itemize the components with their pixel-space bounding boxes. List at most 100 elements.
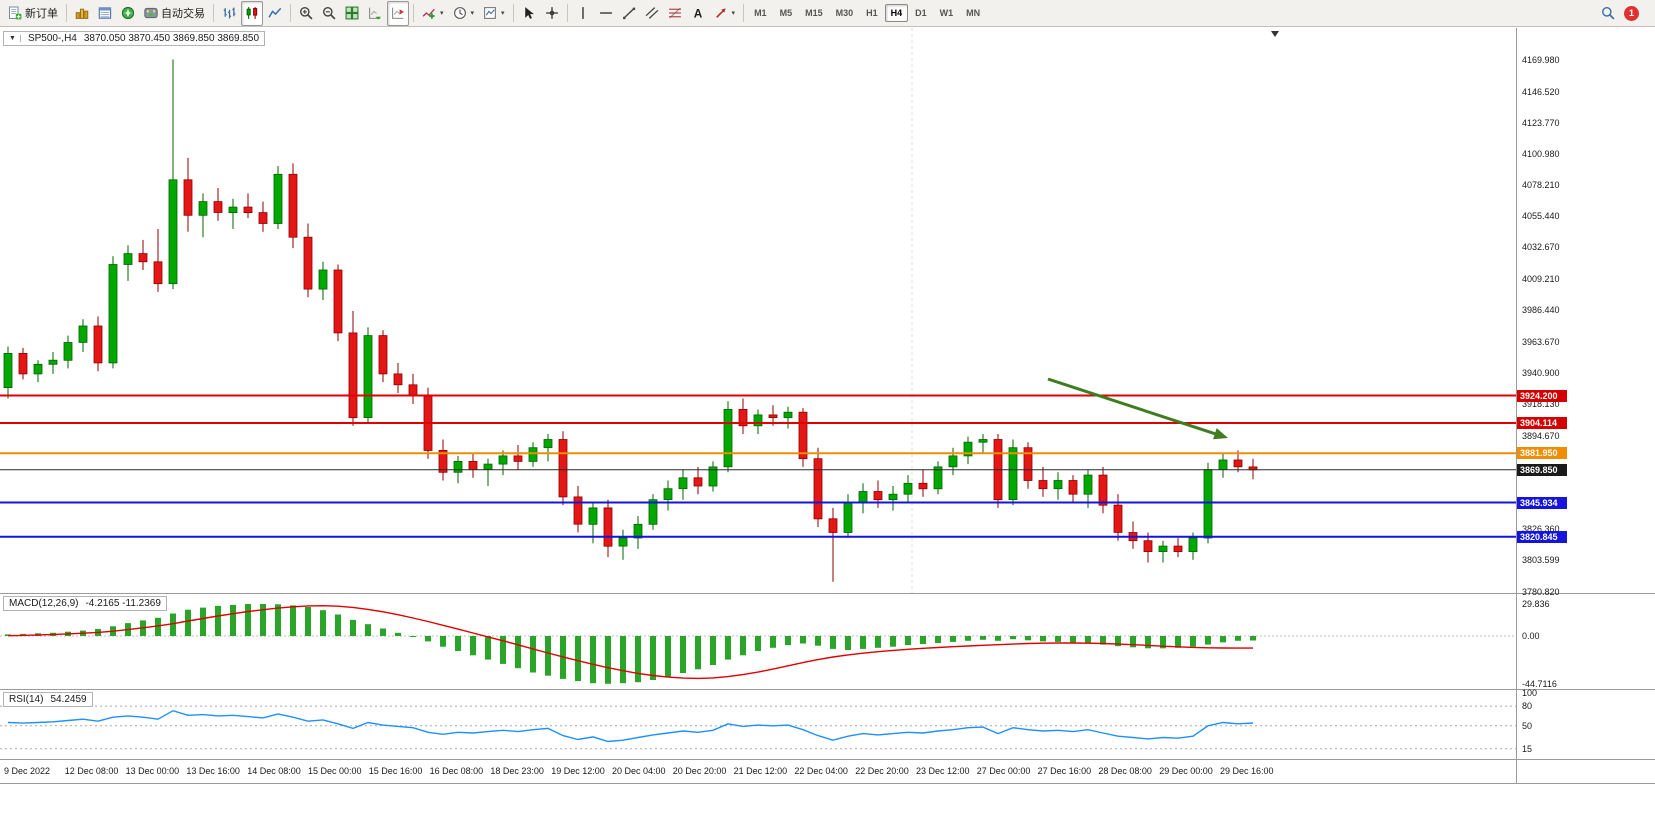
- panel-separator[interactable]: [0, 593, 1655, 594]
- macd-axis-label: 0.00: [1522, 631, 1540, 641]
- rsi-panel-canvas[interactable]: [0, 689, 1516, 759]
- panel-separator[interactable]: [0, 689, 1655, 690]
- time-axis-label: 14 Dec 08:00: [247, 766, 301, 776]
- time-axis-label: 22 Dec 04:00: [794, 766, 848, 776]
- chevron-down-icon: ▾: [501, 10, 505, 17]
- macd-axis-label: 29.836: [1522, 599, 1550, 609]
- timeframe-h4-button[interactable]: H4: [884, 4, 909, 22]
- crosshair-icon: [545, 7, 558, 19]
- toolbar-separator: [66, 4, 67, 22]
- new-order-icon: [9, 6, 22, 20]
- periods-button[interactable]: ▾: [449, 1, 479, 26]
- fibonacci-button[interactable]: [664, 1, 686, 26]
- zoom-in-icon: [300, 7, 313, 20]
- macd-axis-label: -44.7116: [1522, 679, 1557, 689]
- data-window-button[interactable]: [94, 1, 116, 26]
- time-axis-label: 23 Dec 12:00: [916, 766, 970, 776]
- time-axis-label: 15 Dec 16:00: [368, 766, 423, 776]
- symbol-title: SP500-,H4: [27, 33, 77, 44]
- autotrading-icon: [144, 7, 158, 19]
- autotrading-label: 自动交易: [161, 8, 205, 20]
- bar-chart-button[interactable]: [218, 1, 240, 26]
- text-button[interactable]: A: [687, 1, 709, 26]
- market-watch-button[interactable]: [71, 1, 93, 26]
- timeframe-m30-button[interactable]: M30: [835, 8, 854, 18]
- time-axis-label: 29 Dec 16:00: [1220, 766, 1274, 776]
- price-axis[interactable]: 4169.980 4146.520 4123.770 4100.980 4078.210…: [1516, 28, 1655, 784]
- price-axis-label: 4146.520: [1522, 86, 1560, 97]
- timeframe-h1-button[interactable]: H1: [866, 8, 878, 18]
- notification-badge[interactable]: 1: [1624, 5, 1639, 21]
- chevron-down-icon: ▾: [440, 10, 444, 17]
- vertical-line-icon: [581, 7, 584, 19]
- price-axis-label: 4009.210: [1522, 274, 1560, 285]
- time-axis[interactable]: 9 Dec 2022 12 Dec 08:00 13 Dec 00:00 13 Dec…: [0, 759, 1516, 783]
- navigator-button[interactable]: [117, 1, 139, 26]
- chart-shift-button[interactable]: [387, 0, 409, 26]
- timeframe-m1-button[interactable]: M1: [754, 8, 767, 18]
- candlestick-chart-button[interactable]: [241, 0, 263, 26]
- tile-windows-button[interactable]: [341, 1, 363, 26]
- price-axis-label: 3918.130: [1522, 398, 1560, 409]
- time-axis-label: 19 Dec 12:00: [551, 766, 605, 776]
- bar-chart-icon: [223, 7, 236, 19]
- tile-windows-icon: [345, 6, 359, 20]
- price-axis-label: 3940.900: [1522, 367, 1560, 378]
- price-axis-label: 4032.670: [1522, 242, 1560, 253]
- price-tag: 3881.950: [1517, 447, 1567, 460]
- navigator-icon: [121, 6, 135, 20]
- symbol-ohlc-box[interactable]: ▼ SP500-,H4 3870.050 3870.450 3869.850 3…: [3, 31, 266, 46]
- price-axis-label: 3894.670: [1522, 430, 1560, 441]
- timeframe-m15-button[interactable]: M15: [805, 8, 823, 18]
- data-window-icon: [98, 7, 112, 19]
- timeframe-d1-button[interactable]: D1: [915, 8, 927, 18]
- indicators-icon: [422, 8, 435, 19]
- chart-workspace: 4169.980 4146.520 4123.770 4100.980 4078.210…: [0, 28, 1655, 827]
- timeframe-m5-button[interactable]: M5: [779, 8, 793, 18]
- channel-icon: [645, 7, 658, 19]
- panel-separator: [0, 759, 1655, 760]
- arrows-button[interactable]: ▾: [710, 1, 740, 26]
- price-axis-label: 4078.210: [1522, 180, 1560, 190]
- timeframe-w1-button[interactable]: W1: [939, 8, 954, 18]
- crosshair-button[interactable]: [541, 1, 563, 26]
- arrows-icon: [715, 8, 726, 18]
- new-order-button[interactable]: 新订单: [4, 1, 62, 26]
- timeframe-mn-button[interactable]: MN: [966, 8, 981, 18]
- auto-scroll-button[interactable]: [364, 1, 386, 26]
- time-axis-label: 20 Dec 04:00: [612, 766, 666, 776]
- price-axis-label: 3963.670: [1522, 336, 1560, 347]
- chart-shift-marker: [1271, 31, 1279, 37]
- macd-panel-canvas[interactable]: [0, 593, 1516, 689]
- zoom-in-button[interactable]: [295, 1, 317, 26]
- main-chart-canvas[interactable]: [0, 28, 1516, 593]
- rsi-value: 54.2459: [50, 694, 87, 705]
- price-axis-label: 4169.980: [1522, 54, 1560, 65]
- line-chart-button[interactable]: [264, 1, 286, 26]
- search-icon[interactable]: [1601, 6, 1615, 20]
- price-tag: 3924.200: [1517, 389, 1567, 402]
- svg-text:A: A: [693, 6, 702, 20]
- rsi-indicator-label: RSI(14) 54.2459: [3, 692, 93, 707]
- templates-button[interactable]: ▾: [479, 1, 509, 26]
- trendline-button[interactable]: [618, 1, 640, 26]
- price-axis-label: 3780.820: [1522, 586, 1560, 597]
- cursor-icon: [524, 7, 534, 19]
- one-click-collapse-icon[interactable]: ▼: [9, 35, 21, 42]
- price-tag: 3869.850: [1517, 463, 1567, 476]
- indicators-button[interactable]: ▾: [418, 1, 448, 26]
- horizontal-line-button[interactable]: [595, 1, 617, 26]
- cursor-button[interactable]: [518, 1, 540, 26]
- zoom-out-button[interactable]: [318, 1, 340, 26]
- channel-button[interactable]: [641, 1, 663, 26]
- macd-values: -4.2165 -11.2369: [85, 598, 161, 609]
- toolbar-separator: [743, 4, 745, 22]
- time-axis-label: 20 Dec 20:00: [672, 766, 727, 776]
- vertical-line-button[interactable]: [572, 1, 594, 26]
- macd-name: MACD(12,26,9): [9, 598, 79, 609]
- chevron-down-icon: ▾: [731, 10, 736, 17]
- line-chart-icon: [268, 7, 282, 18]
- trend-arrow-annotation[interactable]: [1047, 377, 1220, 437]
- autotrading-button[interactable]: 自动交易: [140, 1, 209, 26]
